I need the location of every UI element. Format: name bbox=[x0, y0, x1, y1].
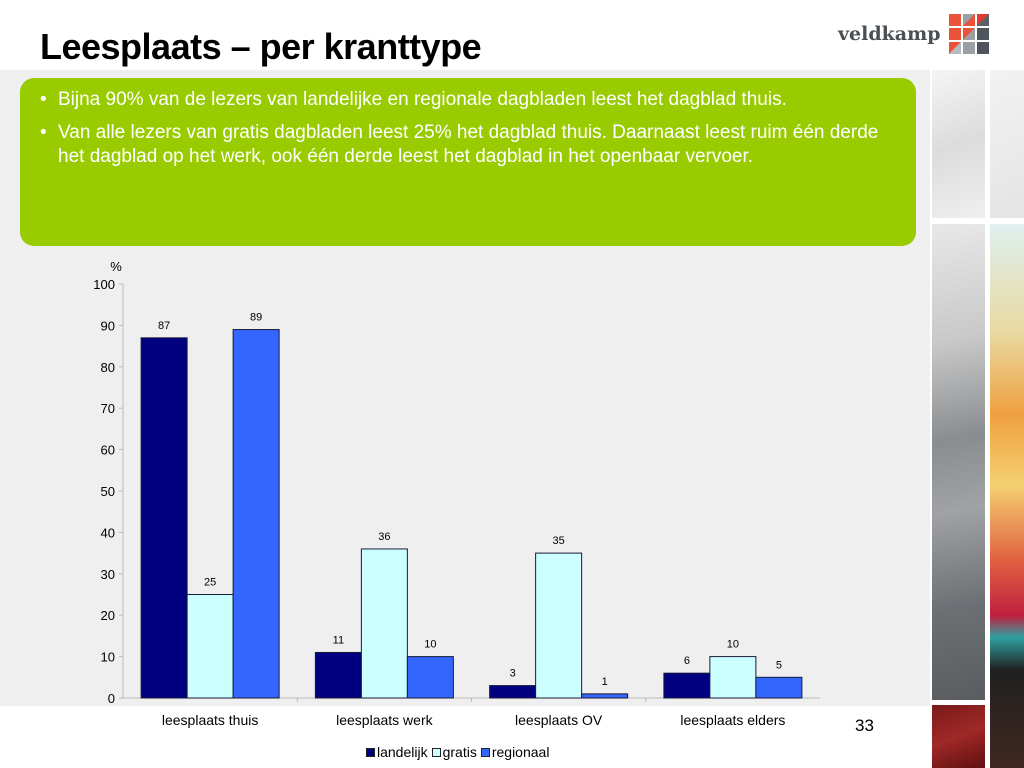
bar-landelijk bbox=[663, 672, 711, 699]
data-label: 35 bbox=[553, 535, 565, 547]
y-tick-label: 70 bbox=[101, 401, 115, 416]
data-label: 1 bbox=[602, 676, 608, 688]
legend-label: gratis bbox=[442, 744, 477, 760]
bar-gratis bbox=[186, 594, 234, 699]
bullet-1: Bijna 90% van de lezers van landelijke e… bbox=[40, 88, 896, 112]
legend-swatch bbox=[431, 747, 441, 757]
data-label: 5 bbox=[776, 659, 782, 671]
data-label: 89 bbox=[250, 312, 262, 324]
slide-title: Leesplaats – per kranttype bbox=[40, 26, 482, 67]
bar-chart: % 0 10 20 30 40 50 60 70 80 90 100 leesplaats thuis 8… bbox=[93, 259, 820, 728]
x-tick-label: leesplaats thuis bbox=[162, 712, 259, 728]
bullet-2: Van alle lezers van gratis dagbladen lee… bbox=[40, 121, 896, 169]
data-label: 11 bbox=[333, 634, 344, 646]
data-label: 87 bbox=[158, 320, 170, 332]
bar-regionaal bbox=[232, 329, 280, 699]
data-label: 3 bbox=[510, 668, 516, 680]
legend-label: regionaal bbox=[491, 744, 550, 760]
legend-label: landelijk bbox=[377, 744, 428, 760]
legend-swatch bbox=[480, 747, 490, 757]
bar-landelijk bbox=[140, 337, 188, 699]
summary-box: Bijna 90% van de lezers van landelijke e… bbox=[20, 78, 916, 246]
x-tick-label: leesplaats elders bbox=[680, 712, 785, 728]
decorative-photo-strip bbox=[930, 70, 1024, 768]
bar-regionaal bbox=[581, 693, 629, 699]
logo-grid-icon bbox=[948, 14, 989, 54]
bar-landelijk bbox=[314, 651, 362, 699]
y-tick-label: 10 bbox=[101, 650, 115, 665]
x-tick-label: leesplaats werk bbox=[336, 712, 433, 728]
y-axis-label: % bbox=[110, 259, 122, 274]
bar-regionaal bbox=[406, 656, 454, 699]
legend-item-landelijk: landelijk bbox=[366, 744, 428, 760]
data-label: 10 bbox=[424, 639, 436, 651]
x-tick-label: leesplaats OV bbox=[515, 712, 603, 728]
logo-wordmark: veldkamp bbox=[838, 23, 941, 45]
y-tick-label: 40 bbox=[101, 525, 115, 540]
data-label: 10 bbox=[727, 639, 739, 651]
data-label: 36 bbox=[378, 531, 390, 543]
data-label: 6 bbox=[684, 655, 690, 667]
y-tick-label: 80 bbox=[101, 360, 115, 375]
bar-regionaal bbox=[755, 676, 803, 699]
legend-item-gratis: gratis bbox=[431, 744, 477, 760]
y-tick-label: 90 bbox=[101, 318, 115, 333]
veldkamp-logo: veldkamp bbox=[838, 14, 989, 54]
bar-landelijk bbox=[489, 685, 537, 699]
y-tick-label: 100 bbox=[93, 277, 115, 292]
bar-gratis bbox=[360, 548, 408, 699]
y-tick-label: 20 bbox=[101, 608, 115, 623]
page-number: 33 bbox=[855, 716, 874, 735]
y-tick-label: 0 bbox=[108, 691, 115, 706]
data-label: 25 bbox=[204, 577, 216, 589]
legend-swatch bbox=[366, 747, 375, 757]
y-tick-label: 50 bbox=[101, 484, 115, 499]
legend-item-regionaal: regionaal bbox=[480, 744, 550, 760]
bar-gratis bbox=[535, 552, 583, 699]
y-tick-label: 60 bbox=[101, 443, 115, 458]
y-tick-label: 30 bbox=[101, 567, 115, 582]
bar-gratis bbox=[709, 656, 757, 699]
chart-legend: landelijk gratis regionaal bbox=[366, 744, 549, 760]
